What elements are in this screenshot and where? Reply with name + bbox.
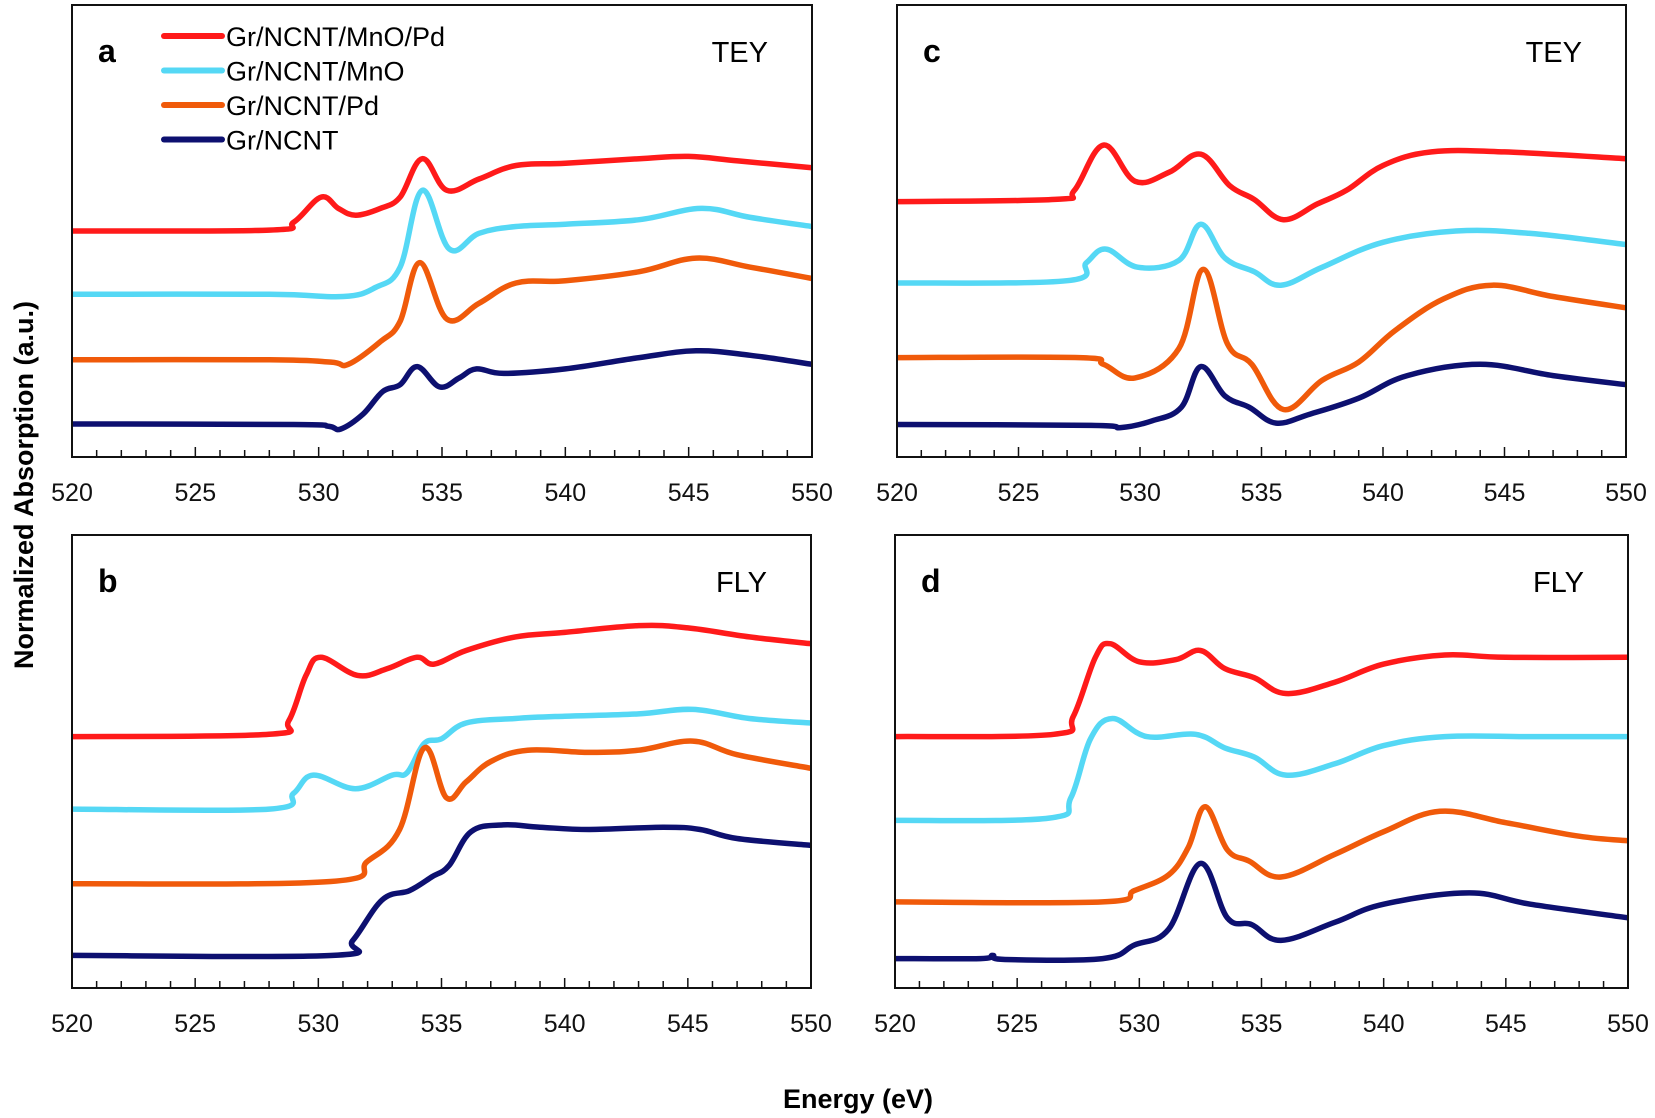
x-tick-label: 550 [790, 1010, 832, 1038]
series-line-a-gr-ncnt-pd [71, 255, 813, 369]
x-tick-label: 525 [996, 1010, 1038, 1038]
panel-letter: a [98, 33, 116, 69]
x-tick-label: 545 [1484, 479, 1526, 507]
series-line-b-gr-ncnt-pd [71, 738, 812, 887]
panels-group: 520 525 530 535 540 545 550 a TEY 520 525 530 535 540… [51, 4, 1649, 1038]
panel-letter: d [921, 563, 941, 599]
x-tick-label: 550 [1605, 479, 1647, 507]
panel-a: 520 525 530 535 540 545 550 a TEY [51, 4, 833, 507]
series-line-b-gr-ncnt [71, 821, 812, 960]
series-line-c-gr-ncnt-mno-pd [896, 142, 1627, 223]
panel-letter: b [98, 563, 118, 599]
panel-b: 520 525 530 535 540 545 550 b FLY [51, 534, 832, 1038]
legend-label: Gr/NCNT/MnO [226, 57, 405, 87]
series-line-a-gr-ncnt-mno [71, 187, 813, 300]
x-tick-label: 530 [1118, 1010, 1160, 1038]
x-tick-label: 545 [667, 1010, 709, 1038]
x-axis-title: Energy (eV) [783, 1084, 933, 1114]
x-tick-label: 525 [174, 1010, 216, 1038]
x-tick-label: 530 [1119, 479, 1161, 507]
x-tick-label: 540 [1363, 1010, 1405, 1038]
series-line-c-gr-ncnt [896, 361, 1627, 431]
panel-frame [71, 534, 812, 989]
series-line-a-gr-ncnt [71, 348, 813, 433]
x-tick-label: 525 [174, 479, 216, 507]
x-tick-label: 520 [876, 479, 918, 507]
mode-label: TEY [1526, 37, 1582, 69]
mode-label: TEY [712, 37, 768, 69]
x-tick-label: 535 [421, 1010, 463, 1038]
panel-letter: c [923, 33, 941, 69]
x-tick-label: 550 [1607, 1010, 1649, 1038]
panel-d: 520 525 530 535 540 545 550 d FLY [874, 534, 1649, 1038]
legend-label: Gr/NCNT [226, 126, 338, 156]
y-axis-title: Normalized Absorption (a.u.) [9, 301, 39, 669]
x-tick-label: 520 [51, 1010, 93, 1038]
legend-label: Gr/NCNT/Pd [226, 91, 379, 121]
series-line-d-gr-ncnt-mno [894, 715, 1628, 824]
series-line-a-gr-ncnt-mno-pd [71, 153, 813, 234]
series-line-b-gr-ncnt-mno-pd [71, 622, 812, 740]
panel-c: 520 525 530 535 540 545 550 c TEY [876, 4, 1647, 507]
x-tick-label: 540 [544, 1010, 586, 1038]
series-line-c-gr-ncnt-pd [896, 266, 1627, 413]
x-tick-label: 535 [421, 479, 463, 507]
x-tick-label: 550 [791, 479, 833, 507]
x-tick-label: 525 [998, 479, 1040, 507]
x-tick-label: 535 [1241, 479, 1283, 507]
mode-label: FLY [1533, 567, 1584, 599]
x-tick-label: 530 [297, 1010, 339, 1038]
series-line-d-gr-ncnt [894, 860, 1629, 963]
x-tick-label: 520 [51, 479, 93, 507]
x-tick-label: 540 [544, 479, 586, 507]
mode-label: FLY [716, 567, 767, 599]
series-line-b-gr-ncnt-mno [71, 706, 812, 814]
series-line-d-gr-ncnt-pd [894, 804, 1629, 906]
x-tick-label: 520 [874, 1010, 916, 1038]
x-tick-label: 545 [668, 479, 710, 507]
series-line-d-gr-ncnt-mno-pd [894, 640, 1629, 740]
legend: Gr/NCNT/MnO/Pd Gr/NCNT/MnO Gr/NCNT/Pd Gr/NC… [161, 22, 445, 156]
x-tick-label: 545 [1485, 1010, 1527, 1038]
x-tick-label: 540 [1362, 479, 1404, 507]
x-tick-label: 535 [1241, 1010, 1283, 1038]
x-tick-label: 530 [298, 479, 340, 507]
legend-label: Gr/NCNT/MnO/Pd [226, 22, 445, 52]
series-line-c-gr-ncnt-mno [896, 221, 1627, 288]
